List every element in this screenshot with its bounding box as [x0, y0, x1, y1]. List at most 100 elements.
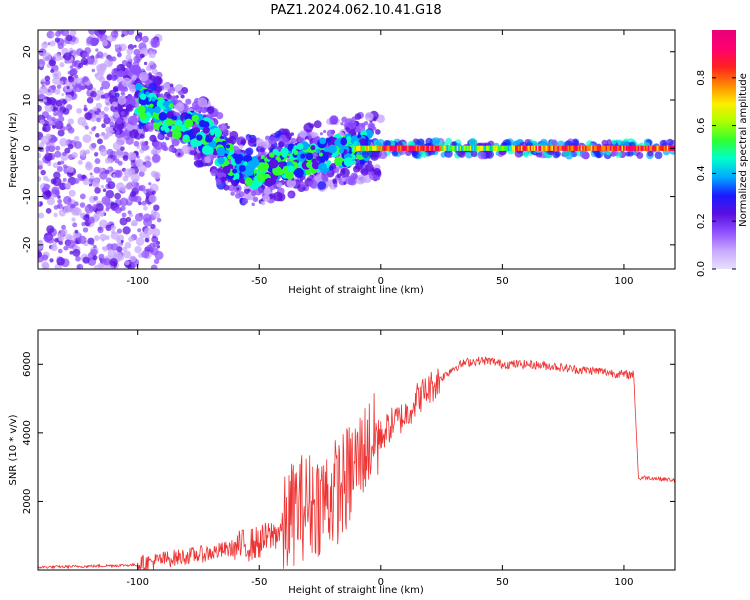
- colorbar-tick-label: 0.2: [696, 213, 707, 229]
- spectrogram-cell: [300, 153, 306, 159]
- spectrogram-cell: [101, 39, 109, 47]
- spectrogram-cell: [59, 138, 68, 147]
- spectrogram-cell: [79, 149, 87, 157]
- spectrogram-cell: [168, 145, 175, 152]
- snr-frame: [37, 329, 676, 571]
- spectrogram-cell: [99, 86, 104, 91]
- spectrogram-cell: [66, 86, 70, 90]
- spectrogram-cell: [338, 148, 344, 154]
- spectrogram-cell: [122, 226, 131, 235]
- spectrogram-cell: [215, 111, 224, 120]
- spectrogram-cell: [130, 64, 141, 75]
- snr-panel: -100 -50 0 50 100 2000 4000 6000 Height of str…: [8, 329, 676, 596]
- spectrogram-cell: [144, 237, 150, 243]
- spectrogram-cell: [115, 44, 120, 49]
- spectrogram-cell: [66, 123, 71, 127]
- spectrogram-cell: [122, 155, 129, 161]
- spectrogram-cell: [115, 117, 123, 125]
- spectrogram-cell: [123, 250, 132, 259]
- spectrogram-cell: [378, 150, 388, 160]
- spectrogram-cell: [125, 136, 134, 145]
- spectrogram-cell: [110, 243, 119, 251]
- spectrogram-cell: [190, 138, 199, 148]
- spectrogram-cell: [137, 128, 143, 134]
- spectrogram-cell: [137, 38, 141, 42]
- y-tick-label: 0: [22, 145, 33, 151]
- spectrogram-cell: [318, 152, 323, 157]
- spectrogram-cell: [144, 155, 151, 162]
- spectrogram-cell: [232, 153, 239, 160]
- spectrogram-cell: [268, 136, 277, 145]
- spectrogram-cell: [148, 82, 157, 91]
- spectrogram-cell: [144, 160, 152, 168]
- chart-title: PAZ1.2024.062.10.41.G18: [270, 3, 441, 18]
- spectrogram-cell: [151, 235, 159, 243]
- spectrogram-cell: [269, 152, 275, 158]
- spectrogram-cell: [152, 171, 161, 180]
- spectrogram-cell: [227, 154, 232, 160]
- snr-y-axis-label: SNR (10 * v/v): [8, 414, 19, 485]
- spectrogram-cell: [99, 148, 108, 157]
- spectrogram-cell: [121, 33, 125, 38]
- spectrogram-cell: [62, 177, 67, 182]
- spectrogram-cell: [116, 241, 122, 247]
- spectrogram-y-ticks: -20 -10 0 10 20: [22, 45, 675, 253]
- spectrogram-cell: [94, 214, 101, 221]
- spectrogram-cell: [228, 184, 235, 192]
- spectrogram-cell: [151, 68, 158, 75]
- spectrogram-cell: [88, 183, 93, 187]
- spectrogram-cell: [145, 91, 150, 96]
- x-tick-label: 50: [496, 276, 509, 287]
- spectrogram-cell: [80, 57, 88, 66]
- spectrogram-cell: [328, 144, 337, 154]
- colorbar-gradient: [712, 30, 736, 269]
- spectrogram-cell: [119, 197, 129, 207]
- spectrogram-cell: [108, 56, 114, 62]
- spectrogram-cell: [134, 245, 142, 254]
- spectrogram-cell: [117, 70, 125, 77]
- spectrogram-cell: [136, 159, 144, 167]
- spectrogram-cell: [84, 125, 89, 130]
- spectrogram-cell: [82, 134, 92, 143]
- snr-x-ticks: -100 -50 0 50 100: [126, 330, 633, 588]
- spectrogram-cell: [99, 171, 108, 180]
- spectrogram-cell: [373, 167, 381, 176]
- spectrogram-cell: [139, 53, 145, 59]
- spectrogram-cell: [53, 212, 58, 218]
- spectrogram-cell: [138, 164, 147, 173]
- spectrogram-cell: [115, 149, 125, 159]
- spectrogram-cell: [58, 115, 65, 123]
- spectrogram-cell: [136, 155, 140, 159]
- spectrogram-cell: [59, 56, 64, 60]
- snr-line-group: [38, 356, 675, 570]
- spectrogram-cell: [458, 150, 466, 158]
- spectrogram-cell: [95, 48, 99, 52]
- spectrogram-cell: [310, 145, 316, 151]
- spectrogram-cell: [125, 216, 132, 223]
- spectrogram-cell: [115, 92, 120, 98]
- colorbar: 0.0 0.2 0.4 0.6 0.8 Normalized spectral ampl…: [696, 30, 749, 277]
- spectrogram-cell: [98, 253, 105, 260]
- spectrogram-cell: [354, 113, 362, 120]
- spectrogram-cell: [177, 152, 181, 156]
- spectrogram-cell: [139, 93, 147, 100]
- spectrogram-cell: [52, 70, 62, 80]
- spectrogram-cell: [102, 188, 107, 192]
- spectrogram-cell: [62, 108, 70, 115]
- spectrogram-cell: [59, 80, 64, 85]
- spectrogram-cell: [251, 202, 255, 207]
- spectrogram-cell: [149, 134, 157, 142]
- spectrogram-cell: [305, 168, 312, 176]
- spectrogram-cell: [51, 56, 56, 61]
- spectrogram-cell: [94, 158, 101, 165]
- spectrogram-cell: [96, 117, 101, 123]
- spectrogram-cell: [207, 103, 212, 108]
- spectrogram-cell: [143, 205, 148, 211]
- spectrogram-cell: [143, 227, 153, 236]
- spectrogram-cell: [38, 152, 42, 159]
- spectrogram-cell: [72, 81, 77, 86]
- spectrogram-cell: [102, 257, 111, 266]
- spectrogram-cell: [329, 115, 339, 124]
- spectrogram-cell: [343, 181, 347, 185]
- spectrogram-cell: [135, 237, 145, 246]
